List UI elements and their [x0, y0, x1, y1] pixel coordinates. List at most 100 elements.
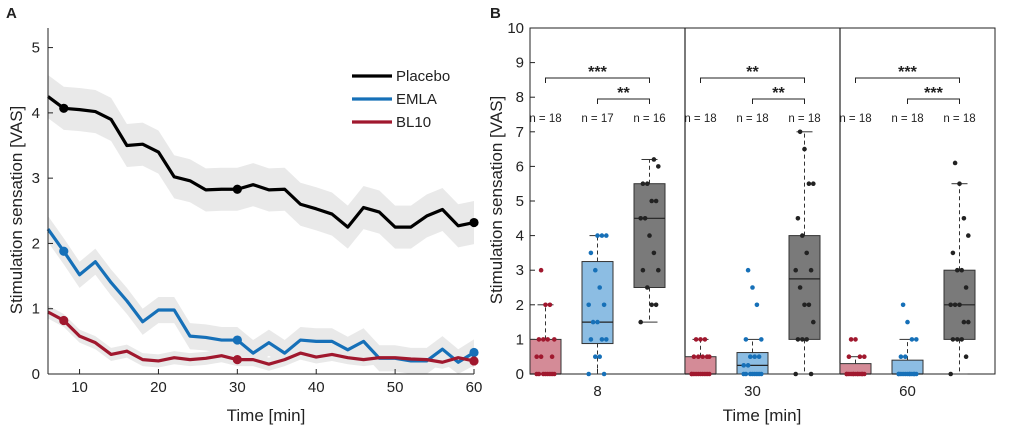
box-emla-30: [736, 352, 769, 375]
point-bl10-60: [855, 371, 860, 377]
point-placebo-30: [797, 129, 803, 135]
panel-b-ytick-label: 10: [507, 20, 524, 37]
panel-b-box-chart: 0 1 2 3 4 5 6 7 8 9 10 8 30 60 n = 18 n = 17 n = 16 n = …: [487, 20, 996, 425]
sig-stars-30-emla-placebo: **: [772, 85, 785, 102]
panel-b-ytick-label: 3: [516, 262, 524, 279]
panel-a-xtick-label: 10: [71, 379, 88, 396]
point-bl10-30: [707, 371, 712, 377]
point-emla-30: [754, 302, 760, 308]
point-bl10-8: [552, 371, 557, 377]
box-emla-8: [581, 261, 614, 345]
panel-b-xlabel: Time [min]: [723, 406, 802, 425]
point-placebo-8: [645, 285, 650, 290]
panel-b-ytick-label: 7: [516, 124, 524, 141]
point-placebo-30: [806, 302, 812, 308]
panel-a-ytick-label: 4: [32, 105, 40, 122]
marker-emla-60: [469, 347, 479, 358]
panel-a-ytick-label: 0: [32, 366, 40, 383]
n-label-emla-60: n = 18: [891, 113, 923, 125]
point-placebo-60: [948, 302, 953, 308]
point-bl10-8: [536, 337, 542, 342]
point-bl10-30: [702, 337, 708, 342]
point-bl10-8: [552, 337, 557, 342]
point-bl10-60: [851, 371, 856, 377]
point-emla-8: [604, 337, 609, 342]
point-placebo-60: [957, 302, 962, 308]
point-emla-30: [750, 285, 755, 290]
point-placebo-30: [811, 181, 816, 186]
point-emla-8: [599, 233, 605, 238]
point-placebo-8: [647, 233, 652, 238]
point-placebo-8: [656, 164, 661, 169]
series-line-placebo: [47, 95, 475, 229]
panel-b-ytick-label: 4: [516, 228, 524, 245]
point-placebo-8: [645, 181, 650, 186]
panel-b-xtick-label: 8: [593, 383, 601, 400]
point-emla-30: [743, 371, 749, 377]
panel-a-ytick-label: 3: [32, 170, 40, 187]
legend-label-bl10: BL10: [396, 114, 431, 131]
point-bl10-8: [543, 371, 548, 377]
sig-bracket-30-bl10-placebo: [700, 77, 805, 83]
panel-a-ytick-label: 2: [32, 235, 40, 252]
point-placebo-60: [955, 337, 960, 342]
panel-b-ytick-label: 6: [516, 158, 524, 175]
legend-label-placebo: Placebo: [396, 68, 450, 85]
sig-bracket-60-bl10-placebo: [855, 77, 960, 83]
panel-a-legend: Placebo EMLA BL10: [352, 68, 450, 131]
point-placebo-30: [795, 216, 801, 221]
point-bl10-60: [857, 354, 863, 360]
point-placebo-8: [642, 216, 648, 221]
point-emla-8: [586, 302, 591, 308]
point-emla-8: [599, 337, 605, 342]
marker-placebo-30: [232, 184, 242, 194]
point-emla-30: [759, 337, 764, 342]
marker-bl10-8: [59, 315, 69, 326]
point-placebo-8: [638, 319, 643, 325]
point-emla-30: [745, 363, 751, 368]
point-placebo-8: [640, 181, 646, 186]
point-placebo-30: [795, 337, 801, 342]
ci-band-bl10: [48, 305, 474, 371]
point-bl10-8: [543, 302, 548, 308]
point-emla-8: [604, 233, 609, 238]
panel-a-xtick-label: 60: [466, 379, 483, 396]
panel-b-ylabel: Stimulation sensation [VAS]: [487, 96, 506, 305]
panel-b-ytick-label: 1: [516, 331, 524, 348]
box-bl10-30: [684, 356, 717, 375]
point-emla-8: [588, 250, 594, 256]
point-placebo-60: [963, 354, 969, 360]
panel-a-xtick-label: 50: [387, 379, 404, 396]
point-emla-8: [593, 267, 598, 273]
sig-stars-60-emla-placebo: ***: [924, 85, 943, 102]
point-emla-8: [601, 371, 607, 377]
point-emla-60: [911, 371, 917, 377]
point-placebo-60: [950, 337, 956, 342]
point-emla-60: [914, 337, 919, 342]
point-bl10-8: [538, 267, 544, 273]
point-emla-60: [900, 302, 906, 308]
point-placebo-60: [957, 181, 962, 186]
panel-a-xtick-label: 40: [308, 379, 325, 396]
point-emla-60: [900, 371, 906, 377]
sig-stars-8-emla-placebo: **: [617, 85, 630, 102]
point-placebo-8: [638, 216, 643, 221]
point-emla-8: [588, 337, 594, 342]
marker-emla-8: [59, 246, 69, 256]
sig-stars-60-bl10-placebo: ***: [898, 64, 917, 81]
sig-bracket-30-emla-placebo: [752, 98, 805, 104]
point-bl10-30: [707, 354, 712, 360]
panel-b-ytick-label: 9: [516, 55, 524, 72]
point-placebo-30: [804, 250, 809, 256]
point-placebo-8: [653, 198, 659, 204]
box-placebo-30: [788, 235, 821, 340]
point-emla-30: [750, 371, 755, 377]
point-emla-30: [752, 354, 757, 360]
point-emla-8: [595, 233, 600, 238]
point-placebo-60: [955, 267, 960, 273]
point-bl10-30: [691, 354, 697, 360]
point-bl10-60: [848, 337, 854, 342]
point-placebo-60: [961, 319, 967, 325]
point-emla-60: [909, 337, 915, 342]
point-bl10-60: [859, 371, 865, 377]
